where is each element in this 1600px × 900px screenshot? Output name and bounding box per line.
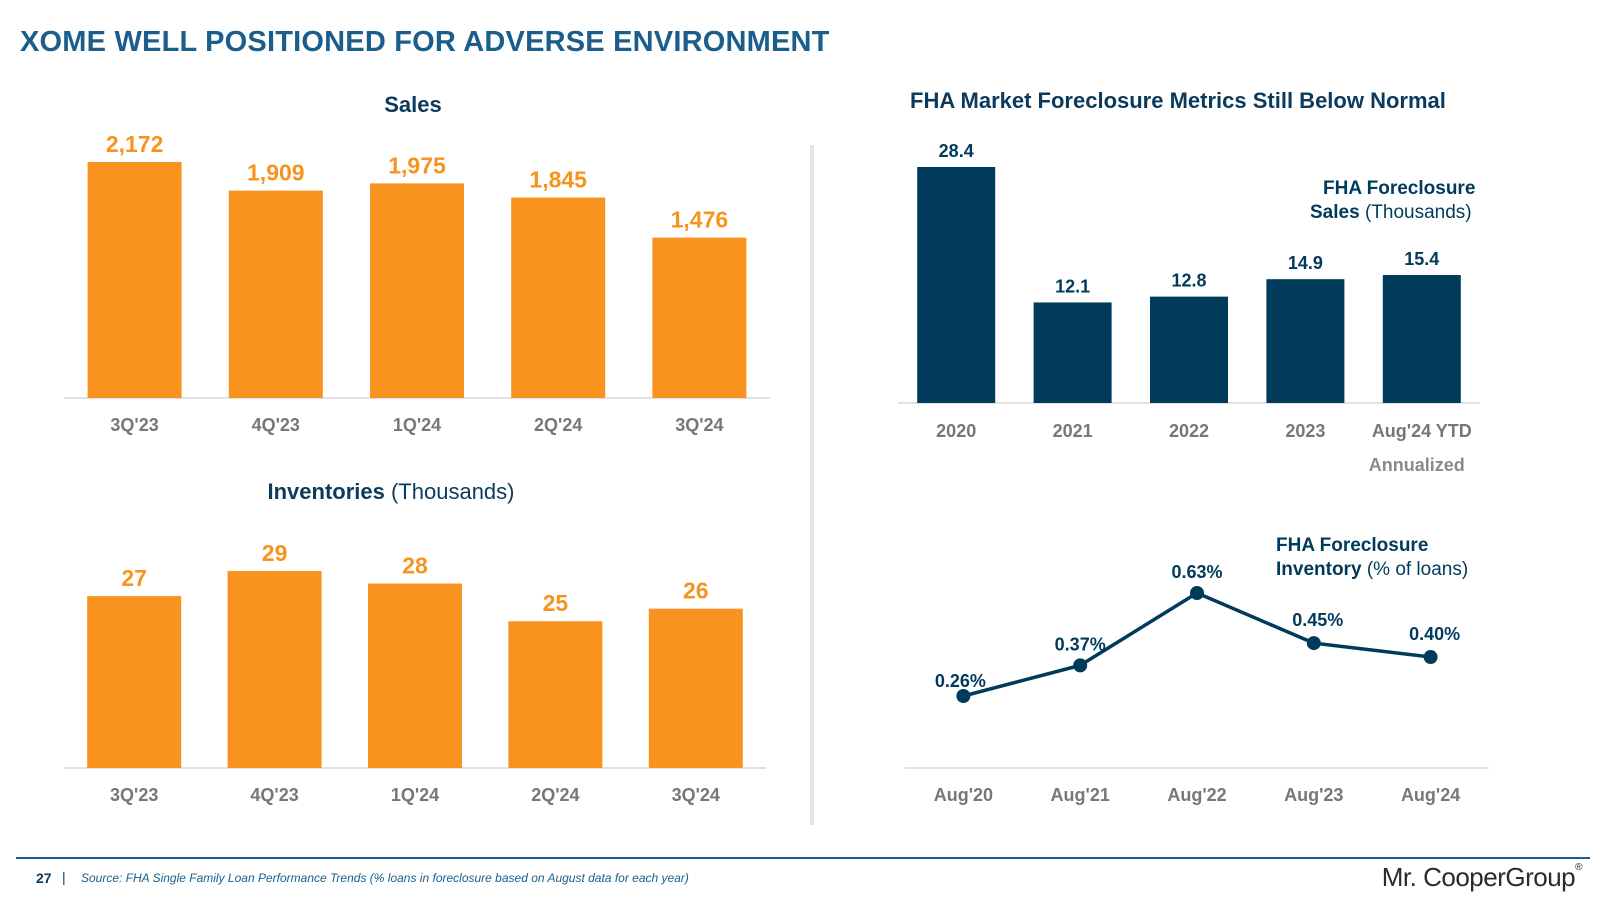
sales-tick-label: 1Q'24 — [393, 415, 441, 435]
fha-inventory-data-label: 0.37% — [1055, 634, 1106, 654]
inventories-data-label: 25 — [543, 590, 569, 616]
sales-tick-label: 2Q'24 — [534, 415, 582, 435]
fha-inventory-legend-bold: Inventory — [1276, 559, 1367, 580]
fha-chart-title: FHA Market Foreclosure Metrics Still Bel… — [910, 88, 1446, 114]
fha-sales-bar — [1382, 275, 1461, 403]
fha-sales-data-label: 12.1 — [1055, 276, 1090, 296]
fha-inventory-point — [956, 689, 971, 703]
fha-sales-tick-label: 2022 — [1169, 421, 1209, 441]
fha-inventory-point — [1190, 586, 1204, 600]
fha-chart-title-text: FHA Market Foreclosure Metrics Still Bel… — [910, 88, 1446, 113]
fha-sales-category-note: Annualized — [1369, 455, 1465, 475]
fha-inventory-legend-line1: FHA Foreclosure — [1276, 535, 1428, 556]
fha-sales-tick-label: 2020 — [936, 421, 976, 441]
fha-sales-tick-label: Aug'24 YTD — [1372, 421, 1472, 441]
fha-inventory-point — [1073, 658, 1088, 673]
fha-sales-bar — [1150, 296, 1228, 403]
sales-bar — [511, 197, 606, 398]
fha-sales-data-label: 28.4 — [939, 141, 974, 161]
fha-inventory-data-label: 0.26% — [935, 671, 986, 691]
footer-rule — [16, 857, 1590, 859]
fha-sales-bar — [1266, 279, 1345, 403]
sales-tick-label: 3Q'24 — [675, 415, 723, 435]
inventories-chart-title-bold: Inventories — [267, 479, 385, 504]
fha-inventory-data-label: 0.63% — [1171, 562, 1222, 582]
fha-inventory-chart: 0.26% Aug'20 0.37% Aug'21 0.63% Aug'22 0.45% Au… — [905, 535, 1489, 805]
inventories-bar — [648, 608, 743, 768]
sales-data-label: 1,845 — [529, 167, 587, 193]
sales-tick-label: 3Q'23 — [110, 415, 158, 435]
sales-chart-title: Sales — [0, 92, 826, 118]
inventories-tick-label: 1Q'24 — [391, 785, 439, 805]
fha-sales-bar — [917, 167, 996, 403]
sales-data-label: 1,909 — [247, 160, 305, 186]
sales-chart: 2,172 3Q'23 1,909 4Q'23 1,975 1Q'24 1,845 2Q'24… — [64, 131, 770, 435]
sales-tick-label: 4Q'23 — [252, 415, 300, 435]
fha-sales-legend-line2: Sales (Thousands) — [1310, 202, 1472, 223]
sales-data-label: 1,476 — [671, 207, 729, 233]
fha-inventory-legend-light: (% of loans) — [1367, 559, 1468, 580]
inventories-data-label: 26 — [683, 578, 709, 604]
fha-inventory-tick-label: Aug'21 — [1051, 785, 1110, 805]
fha-inventory-tick-label: Aug'22 — [1167, 785, 1226, 805]
sales-bar — [228, 190, 323, 398]
registered-mark: ® — [1575, 862, 1582, 873]
fha-sales-legend-bold: Sales — [1310, 202, 1365, 223]
fha-sales-bar — [1033, 302, 1112, 403]
fha-inventory-data-label: 0.40% — [1409, 624, 1460, 644]
vertical-divider — [810, 145, 814, 825]
inventories-bar — [87, 596, 182, 768]
footer-separator: | — [62, 869, 66, 885]
inventories-data-label: 27 — [121, 565, 147, 591]
sales-bar — [652, 237, 747, 398]
inventories-chart: 27 3Q'23 29 4Q'23 28 1Q'24 25 2Q'24 26 3Q'24 — [64, 540, 766, 805]
fha-inventory-tick-label: Aug'23 — [1284, 785, 1343, 805]
fha-inventory-tick-label: Aug'24 — [1401, 785, 1460, 805]
fha-sales-tick-label: 2021 — [1053, 421, 1093, 441]
inventories-bar — [508, 621, 603, 768]
inventories-chart-title: Inventories (Thousands) — [0, 479, 782, 505]
sales-bar — [370, 183, 464, 398]
page-title: XOME WELL POSITIONED FOR ADVERSE ENVIRON… — [20, 26, 830, 58]
fha-sales-data-label: 14.9 — [1288, 253, 1323, 273]
fha-sales-tick-label: 2023 — [1285, 421, 1325, 441]
sales-chart-title-text: Sales — [384, 92, 442, 117]
company-logo: Mr. CooperGroup® — [1381, 862, 1583, 893]
fha-inventory-series-line — [962, 591, 1431, 698]
fha-sales-chart: 28.4 2020 12.1 2021 12.8 2022 14.9 2023 15.4 Aug'… — [898, 141, 1480, 475]
fha-inventory-point — [1423, 650, 1438, 665]
fha-sales-data-label: 15.4 — [1404, 249, 1439, 269]
inventories-bar — [368, 583, 462, 768]
source-note: Source: FHA Single Family Loan Performan… — [81, 871, 689, 885]
inventories-tick-label: 3Q'24 — [672, 785, 720, 805]
inventories-tick-label: 4Q'23 — [250, 785, 298, 805]
fha-sales-data-label: 12.8 — [1171, 271, 1206, 291]
inventories-tick-label: 2Q'24 — [531, 785, 579, 805]
fha-sales-legend-light: (Thousands) — [1365, 202, 1472, 223]
fha-inventory-legend-line2: Inventory (% of loans) — [1276, 559, 1468, 580]
inventories-chart-title-suffix: (Thousands) — [390, 479, 515, 504]
sales-data-label: 1,975 — [388, 152, 446, 178]
inventories-data-label: 29 — [262, 540, 288, 566]
fha-inventory-tick-label: Aug'20 — [934, 785, 993, 805]
inventories-data-label: 28 — [402, 553, 428, 579]
sales-bar — [87, 162, 182, 398]
fha-inventory-point — [1306, 636, 1321, 651]
fha-inventory-data-label: 0.45% — [1292, 610, 1343, 630]
page-number: 27 — [36, 870, 52, 886]
fha-sales-legend-line1: FHA Foreclosure — [1323, 178, 1475, 199]
inventories-tick-label: 3Q'23 — [110, 785, 158, 805]
inventories-bar — [227, 571, 322, 768]
sales-data-label: 2,172 — [106, 131, 164, 157]
company-logo-text: Mr. CooperGroup — [1381, 862, 1576, 892]
